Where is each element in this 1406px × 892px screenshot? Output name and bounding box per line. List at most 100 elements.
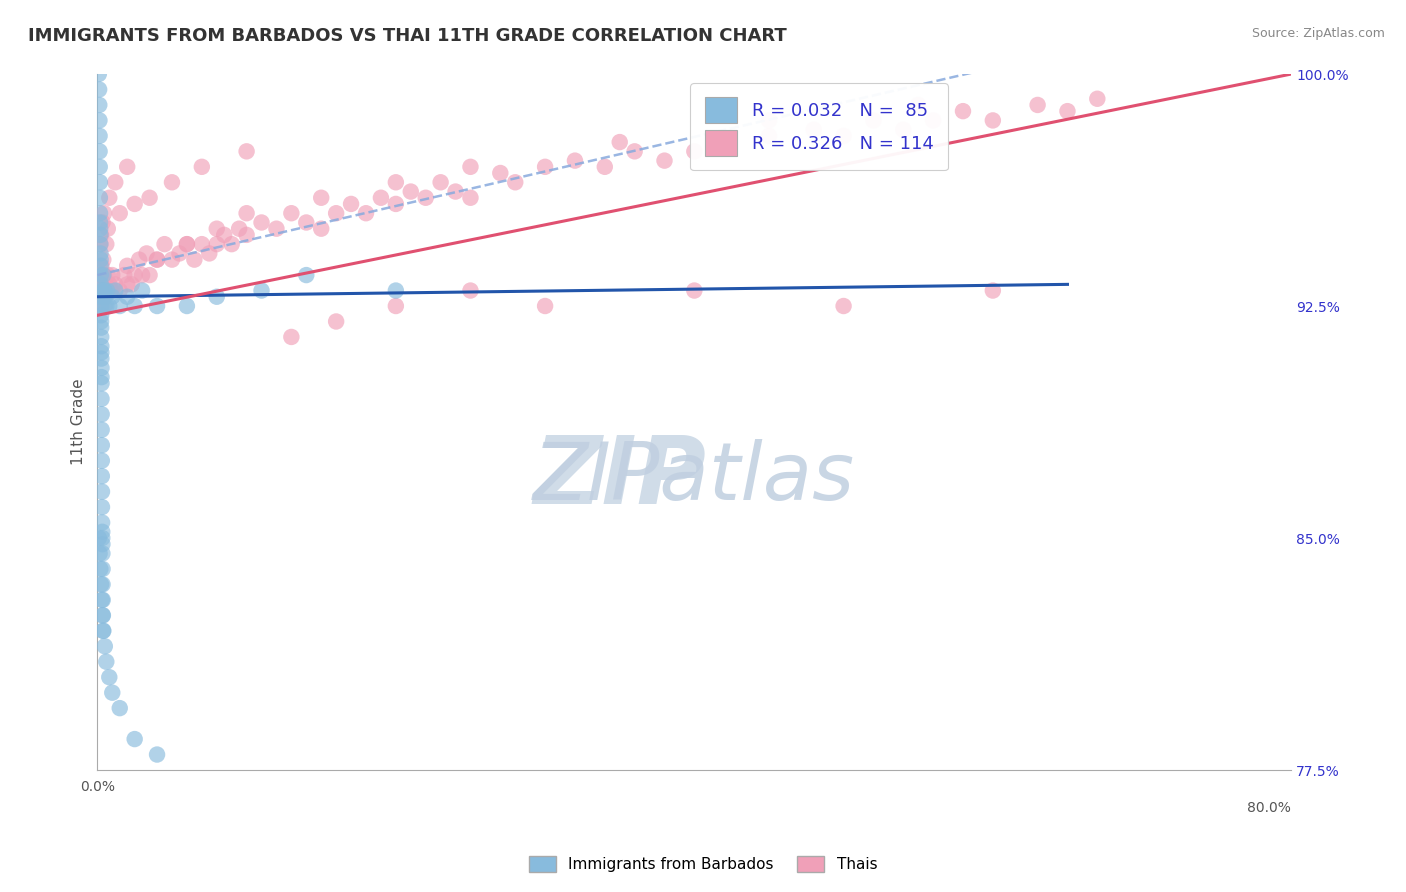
Point: [124, 299, 146, 313]
Point: [90, 330, 112, 344]
Point: [98, 277, 121, 292]
Text: Source: ZipAtlas.com: Source: ZipAtlas.com: [1251, 27, 1385, 40]
Point: [169, 246, 191, 260]
Point: [90, 268, 112, 282]
Point: [91, 277, 114, 292]
Point: [90, 308, 112, 322]
Point: [91, 290, 114, 304]
Text: IMMIGRANTS FROM BARBADOS VS THAI 11TH GRADE CORRELATION CHART: IMMIGRANTS FROM BARBADOS VS THAI 11TH GR…: [28, 27, 787, 45]
Point: [91, 608, 114, 623]
Point: [91, 215, 114, 229]
Point: [90, 376, 112, 391]
Point: [108, 206, 131, 220]
Point: [683, 145, 706, 159]
Point: [415, 191, 437, 205]
Point: [460, 284, 482, 298]
Point: [235, 206, 257, 220]
Point: [87, 531, 110, 545]
Point: [97, 268, 120, 282]
Point: [385, 284, 408, 298]
Point: [91, 577, 114, 591]
Point: [96, 284, 118, 298]
Point: [90, 314, 112, 328]
Point: [266, 221, 288, 235]
Point: [295, 268, 318, 282]
Point: [803, 122, 825, 136]
Point: [90, 469, 112, 483]
Text: ZIP: ZIP: [533, 432, 706, 524]
Point: [90, 423, 112, 437]
Point: [1085, 92, 1108, 106]
Point: [146, 747, 169, 762]
Point: [96, 655, 118, 669]
Point: [89, 268, 111, 282]
Point: [370, 191, 392, 205]
Point: [97, 221, 120, 235]
Point: [160, 252, 183, 267]
Point: [981, 284, 1004, 298]
Point: [90, 370, 112, 384]
Point: [176, 237, 198, 252]
Point: [115, 290, 138, 304]
Point: [250, 215, 273, 229]
Point: [104, 284, 127, 298]
Point: [138, 268, 160, 282]
Point: [91, 531, 114, 545]
Point: [90, 392, 112, 406]
Point: [489, 166, 512, 180]
Point: [89, 546, 111, 560]
Point: [1026, 98, 1049, 112]
Point: [90, 407, 112, 421]
Point: [89, 290, 111, 304]
Point: [89, 237, 111, 252]
Point: [90, 290, 112, 304]
Point: [90, 299, 112, 313]
Point: [907, 98, 929, 112]
Point: [90, 339, 112, 353]
Point: [91, 608, 114, 623]
Point: [205, 237, 228, 252]
Point: [385, 197, 408, 211]
Point: [683, 284, 706, 298]
Point: [90, 252, 112, 267]
Point: [91, 500, 114, 514]
Point: [429, 175, 451, 189]
Point: [108, 701, 131, 715]
Point: [100, 284, 122, 298]
Point: [91, 484, 114, 499]
Point: [89, 113, 111, 128]
Point: [93, 284, 115, 298]
Point: [90, 320, 112, 334]
Point: [280, 330, 302, 344]
Point: [91, 268, 114, 282]
Point: [94, 290, 117, 304]
Point: [115, 160, 138, 174]
Point: [832, 299, 855, 313]
Point: [91, 268, 114, 282]
Point: [89, 98, 111, 112]
Text: ZIPatlas: ZIPatlas: [533, 439, 855, 516]
Point: [94, 290, 117, 304]
Point: [340, 197, 363, 211]
Point: [1056, 104, 1078, 119]
Point: [981, 113, 1004, 128]
Point: [91, 537, 114, 551]
Legend: R = 0.032   N =  85, R = 0.326   N = 114: R = 0.032 N = 85, R = 0.326 N = 114: [690, 83, 948, 170]
Point: [460, 191, 482, 205]
Point: [138, 191, 160, 205]
Point: [90, 259, 112, 273]
Point: [98, 191, 121, 205]
Point: [98, 670, 121, 684]
Point: [325, 206, 347, 220]
Point: [89, 227, 111, 242]
Point: [205, 221, 228, 235]
Point: [325, 314, 347, 328]
Point: [89, 128, 111, 143]
Point: [91, 562, 114, 576]
Point: [104, 175, 127, 189]
Point: [93, 299, 115, 313]
Point: [91, 593, 114, 607]
Point: [93, 206, 115, 220]
Point: [93, 268, 115, 282]
Point: [94, 640, 117, 654]
